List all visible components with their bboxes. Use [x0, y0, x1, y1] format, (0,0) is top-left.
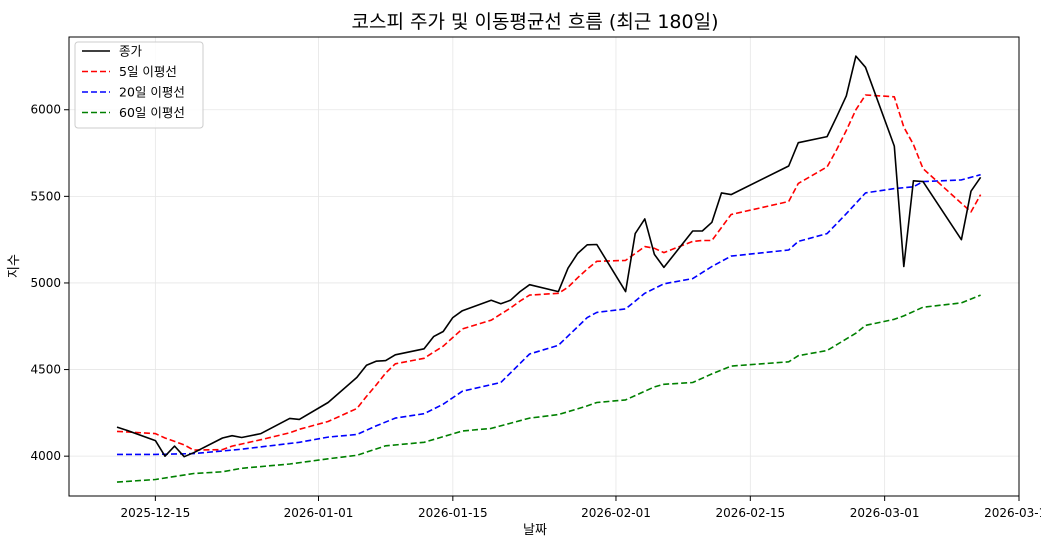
series-line-3 — [116, 294, 981, 483]
x-axis-label: 날짜 — [523, 523, 547, 538]
x-axis: 2025-12-15 2026-01-01 2026-01-15 2026-02-01… — [120, 496, 1041, 520]
y-tick-label: 6000 — [30, 103, 61, 117]
series-line-2 — [117, 173, 981, 456]
series-line-0 — [116, 55, 982, 458]
x-tick-label: 2026-01-01 — [284, 506, 354, 520]
y-axis-label: 지수 — [7, 254, 22, 278]
series-group — [116, 55, 982, 483]
legend-box — [74, 41, 204, 129]
y-tick-label: 4500 — [30, 363, 61, 377]
x-tick-label: 2026-03-01 — [850, 506, 920, 520]
x-tick-label: 2026-02-15 — [715, 506, 785, 520]
legend-label: 5일 이평선 — [119, 64, 177, 79]
legend: 종가 5일 이평선 20일 이평선 60일 이평선 — [74, 41, 204, 129]
plot-area — [68, 36, 1020, 497]
legend-label: 20일 이평선 — [119, 85, 185, 100]
y-tick-label: 4000 — [30, 449, 61, 463]
grid — [69, 37, 1020, 496]
series-line-1 — [116, 94, 982, 451]
legend-label: 종가 — [119, 44, 143, 59]
x-tick-label: 2026-03-15 — [984, 506, 1041, 520]
y-axis: 4000 4500 5000 5500 6000 — [30, 103, 69, 463]
x-tick-label: 2026-02-01 — [581, 506, 651, 520]
legend-label: 60일 이평선 — [119, 105, 185, 120]
x-tick-label: 2026-01-15 — [418, 506, 488, 520]
y-tick-label: 5500 — [30, 189, 61, 203]
y-tick-label: 5000 — [30, 276, 61, 290]
x-tick-label: 2025-12-15 — [120, 506, 190, 520]
chart-title: 코스피 주가 및 이동평균선 흐름 (최근 180일) — [351, 11, 718, 33]
